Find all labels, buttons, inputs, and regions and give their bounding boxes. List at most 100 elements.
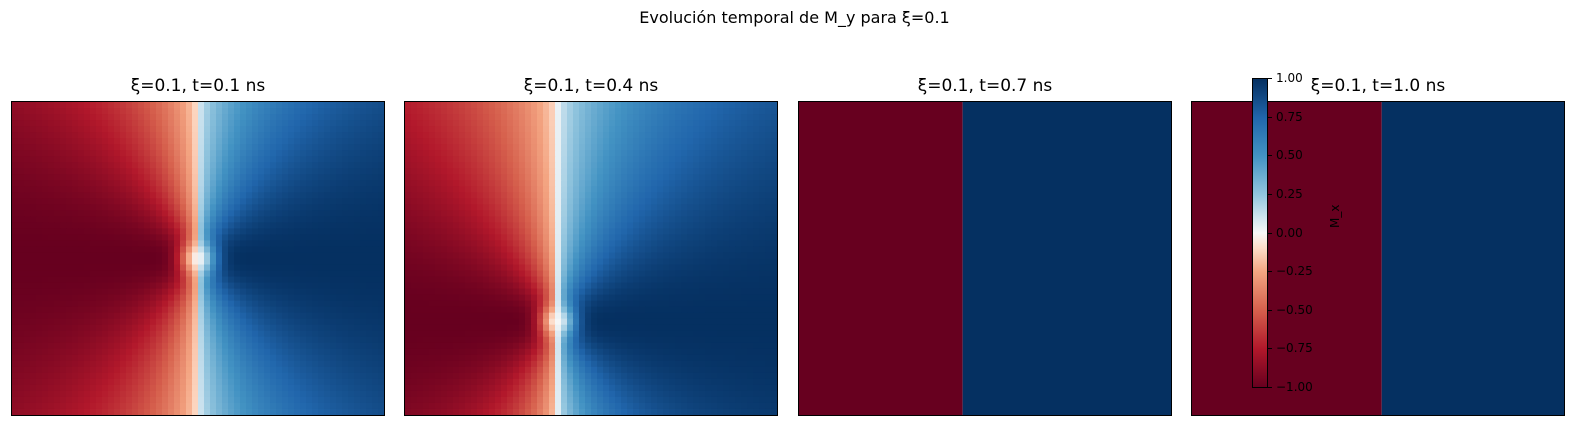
heatmap-cell [126, 252, 133, 260]
heatmap-cell [18, 126, 25, 133]
heatmap-cell [264, 402, 271, 410]
heatmap-cell [222, 216, 229, 223]
heatmap-cell [204, 222, 211, 229]
heatmap-cell [669, 186, 676, 193]
heatmap-cell [222, 348, 229, 356]
heatmap-cell [288, 210, 295, 217]
heatmap-cell [162, 366, 169, 374]
heatmap-cell [90, 330, 97, 338]
heatmap-cell [198, 408, 205, 415]
heatmap-cell [342, 288, 349, 296]
heatmap-cell [501, 186, 508, 193]
heatmap-cell [765, 108, 772, 115]
heatmap-cell [591, 258, 598, 266]
heatmap-cell [495, 108, 502, 115]
heatmap-cell [234, 174, 241, 181]
heatmap-cell [180, 300, 187, 308]
heatmap-cell [66, 276, 73, 284]
heatmap-cell [495, 186, 502, 193]
heatmap-cell [441, 132, 448, 139]
heatmap-cell [441, 156, 448, 163]
heatmap-cell [525, 252, 532, 260]
heatmap-cell [525, 180, 532, 187]
heatmap-cell [318, 348, 325, 356]
heatmap-cell [96, 162, 103, 169]
heatmap-cell [78, 264, 85, 272]
heatmap-cell [765, 138, 772, 145]
heatmap-cell [84, 162, 91, 169]
heatmap-cell [519, 132, 526, 139]
heatmap-cell [324, 216, 331, 223]
heatmap-cell [162, 108, 169, 115]
heatmap-cell [627, 246, 634, 254]
heatmap-cell [525, 210, 532, 217]
heatmap-cell [54, 372, 61, 380]
heatmap-cell [717, 180, 724, 187]
heatmap-cell [579, 240, 586, 248]
heatmap-cell [216, 408, 223, 415]
heatmap-cell [24, 144, 31, 151]
heatmap-cell [657, 120, 664, 127]
heatmap-cell [723, 240, 730, 248]
heatmap-cell [723, 264, 730, 272]
heatmap-cell [543, 246, 550, 254]
heatmap-cell [495, 168, 502, 175]
heatmap-cell [300, 228, 307, 236]
heatmap-cell [705, 264, 712, 272]
heatmap-cell [501, 240, 508, 248]
heatmap-cell [591, 126, 598, 133]
heatmap-cell [36, 276, 43, 284]
heatmap-cell [615, 240, 622, 248]
heatmap-cell [30, 168, 37, 175]
heatmap-cell [366, 318, 373, 326]
heatmap-cell [354, 120, 361, 127]
heatmap-cell [240, 102, 247, 109]
heatmap-cell [465, 132, 472, 139]
heatmap-cell [771, 222, 777, 229]
heatmap-cell [417, 162, 424, 169]
heatmap-cell [603, 264, 610, 272]
heatmap-cell [501, 102, 508, 109]
heatmap-cell [240, 258, 247, 266]
heatmap-cell [264, 282, 271, 290]
heatmap-cell [615, 150, 622, 157]
heatmap-cell [126, 198, 133, 205]
heatmap-cell [276, 372, 283, 380]
heatmap-cell [240, 204, 247, 211]
heatmap-cell [330, 210, 337, 217]
heatmap-cell [312, 192, 319, 199]
heatmap-cell [90, 168, 97, 175]
heatmap-cell [144, 300, 151, 308]
heatmap-cell [288, 162, 295, 169]
heatmap-cell [765, 246, 772, 254]
heatmap-cell [555, 234, 562, 242]
heatmap-cell [66, 270, 73, 278]
heatmap-cell [681, 108, 688, 115]
heatmap-cell [378, 150, 384, 157]
heatmap-cell [549, 132, 556, 139]
heatmap-cell [615, 156, 622, 163]
heatmap-cell [216, 348, 223, 356]
heatmap-cell [378, 168, 384, 175]
heatmap-cell [717, 174, 724, 181]
heatmap-cell [675, 180, 682, 187]
heatmap-cell [615, 132, 622, 139]
heatmap-cell [90, 186, 97, 193]
heatmap-cell [174, 270, 181, 278]
heatmap-cell [198, 402, 205, 410]
heatmap-cell [747, 174, 754, 181]
heatmap-cell [204, 282, 211, 290]
heatmap-cell [246, 132, 253, 139]
heatmap-cell [54, 180, 61, 187]
heatmap-cell [246, 396, 253, 404]
heatmap-cell [192, 210, 199, 217]
heatmap-cell [186, 120, 193, 127]
heatmap-cell [366, 156, 373, 163]
heatmap-cell [561, 156, 568, 163]
heatmap-cell [372, 408, 379, 415]
heatmap-cell [771, 162, 777, 169]
heatmap-cell [186, 306, 193, 314]
heatmap-cell [627, 252, 634, 260]
heatmap-cell [264, 366, 271, 374]
heatmap-cell [282, 252, 289, 260]
